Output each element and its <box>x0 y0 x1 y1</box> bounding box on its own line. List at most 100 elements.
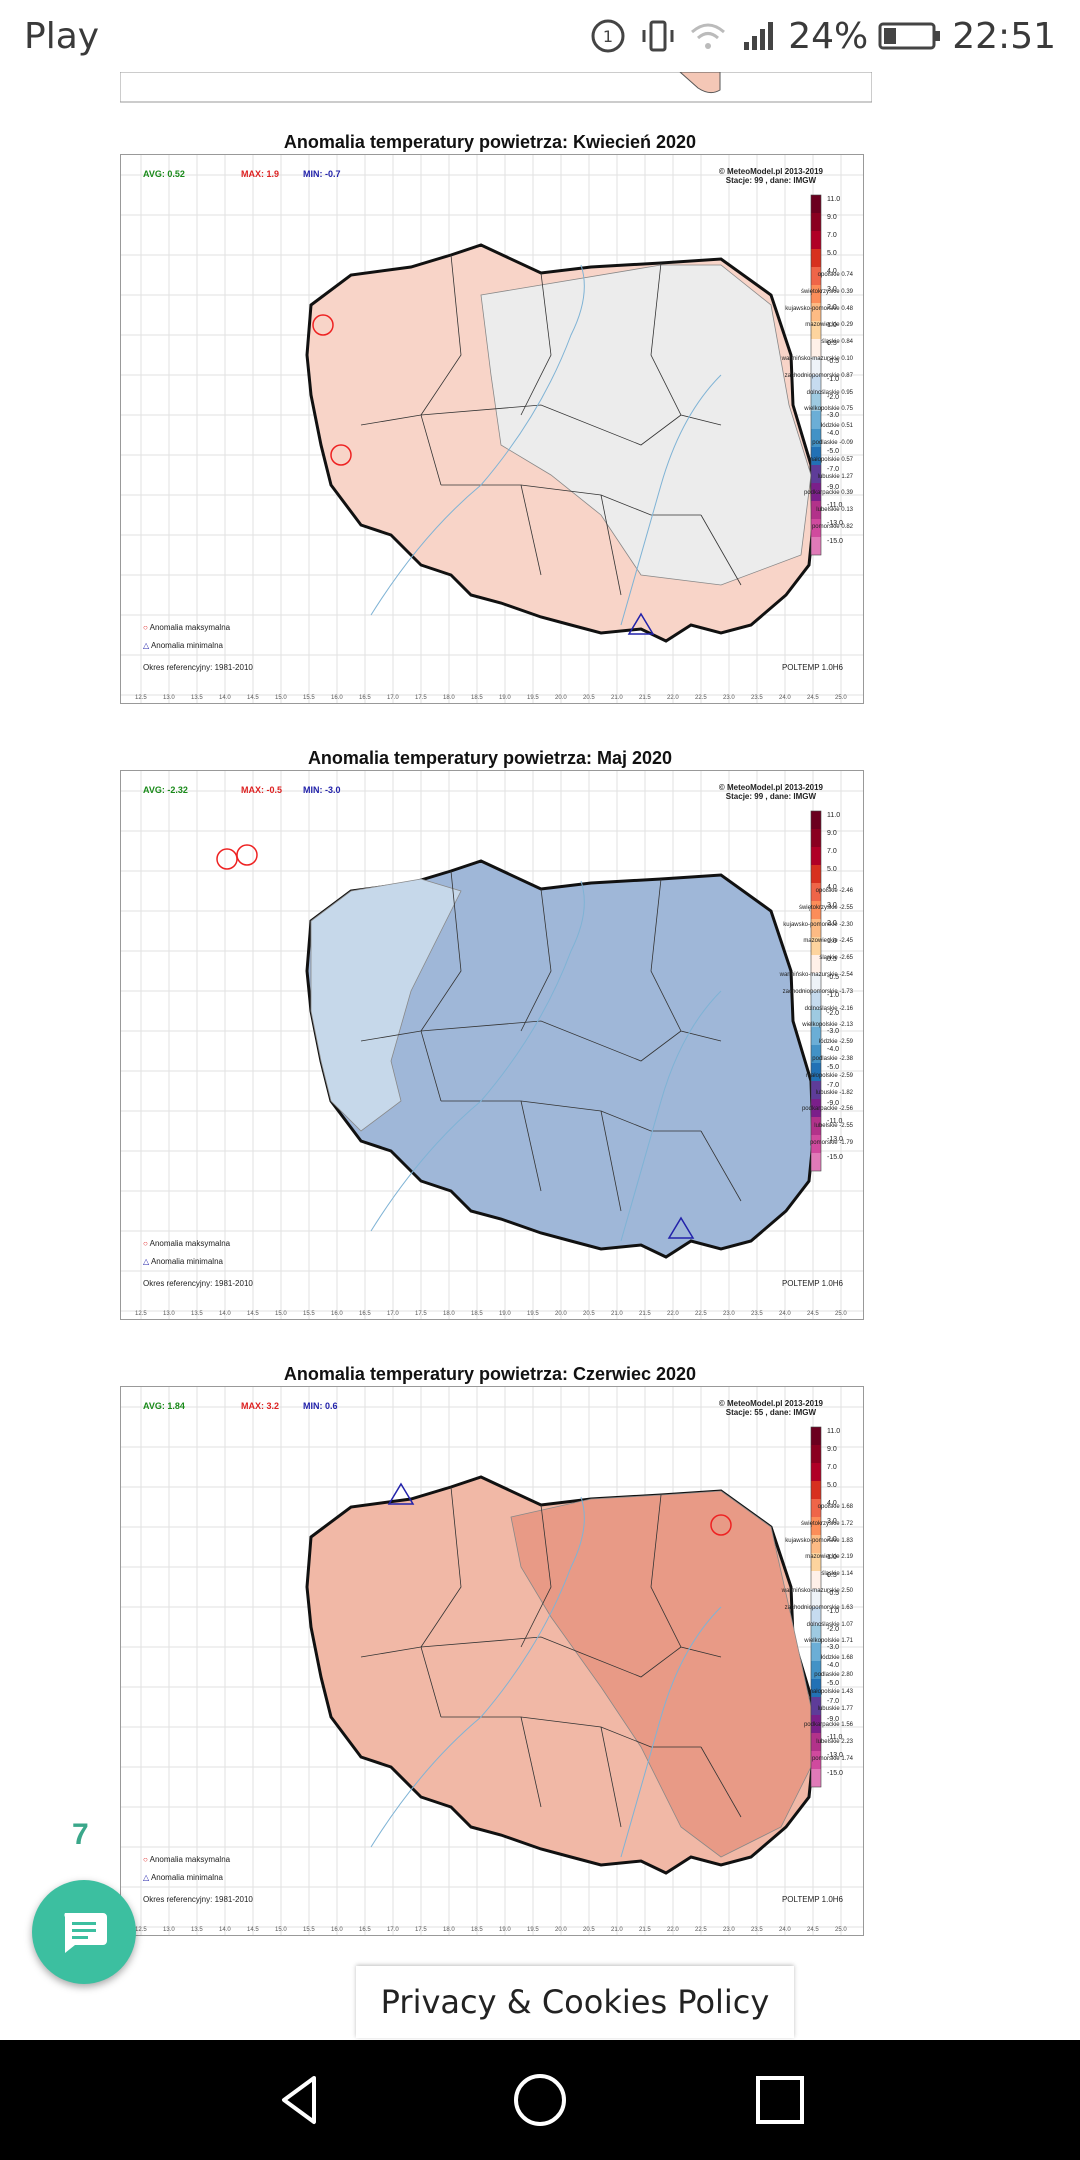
x-tick: 18.5 <box>471 1311 483 1317</box>
colorbar-tick: 2.0 <box>827 1536 837 1543</box>
x-tick: 22.5 <box>695 695 707 701</box>
colorbar-tick: -2.0 <box>827 394 839 401</box>
legend-min-label: Anomalia minimalna <box>150 1257 223 1266</box>
colorbar-tick: 9.0 <box>827 214 837 221</box>
copyright-text: © MeteoModel.pl 2013-2019 <box>718 1399 823 1408</box>
min-marker <box>387 1482 415 1505</box>
x-tick: 13.5 <box>191 1311 203 1317</box>
x-tick: 15.5 <box>303 1311 315 1317</box>
region-entry: mazowieckie 2.19 <box>805 1554 853 1561</box>
x-tick: 21.0 <box>611 695 623 701</box>
region-entry: podlaskie 2.80 <box>814 1671 853 1678</box>
region-entry: pomorskie -1.79 <box>809 1139 853 1146</box>
x-tick: 24.5 <box>807 695 819 701</box>
colorbar-tick: 0.5 <box>827 1572 837 1579</box>
region-entry: warmińsko-mazurskie -2.54 <box>779 971 853 978</box>
colorbar-tick: 3.0 <box>827 286 837 293</box>
map-grid: 11.0 9.0 7.0 5.0 4.0 3.0 2.0 1.0 0.5 -0.5 -1.0 -2.0… <box>121 1387 863 1935</box>
x-tick: 12.5 <box>135 695 147 701</box>
legend-min-label: Anomalia minimalna <box>150 1873 223 1882</box>
max-value: MAX: -0.5 <box>241 785 283 795</box>
clock: 22:51 <box>952 15 1056 57</box>
min-value: MIN: 0.6 <box>303 1401 338 1411</box>
region-entry: łódzkie 0.51 <box>820 423 853 430</box>
x-tick: 17.0 <box>387 1311 399 1317</box>
x-tick: 25.0 <box>835 1927 847 1933</box>
reference-period: Okres referencyjny: 1981-2010 <box>143 1895 253 1904</box>
recent-apps-icon[interactable] <box>750 2070 810 2130</box>
x-tick: 13.5 <box>191 695 203 701</box>
x-tick: 22.5 <box>695 1927 707 1933</box>
colorbar-tick: 5.0 <box>827 1482 837 1489</box>
legend-max: ○ Anomalia maksymalna <box>143 623 231 632</box>
x-tick: 13.0 <box>163 695 175 701</box>
x-tick: 14.0 <box>219 1311 231 1317</box>
region-entry: kujawsko-pomorskie 0.48 <box>785 305 853 312</box>
warm-region <box>310 878 462 1132</box>
x-tick: 24.5 <box>807 1927 819 1933</box>
colorbar-tick: -11.0 <box>827 1118 843 1125</box>
max-value: MAX: 3.2 <box>241 1401 280 1411</box>
x-tick: 18.0 <box>443 695 455 701</box>
colorbar-tick: -2.0 <box>827 1010 839 1017</box>
home-icon[interactable] <box>510 2070 570 2130</box>
min-marker <box>667 1216 695 1239</box>
region-entry: lubelskie 2.23 <box>816 1739 853 1746</box>
x-tick: 20.0 <box>555 1311 567 1317</box>
x-tick: 16.0 <box>331 695 343 701</box>
max-value: MAX: 1.9 <box>241 169 280 179</box>
x-tick: 16.5 <box>359 695 371 701</box>
copyright: © MeteoModel.pl 2013-2019 Stacje: 99 , da… <box>719 783 823 801</box>
chat-button[interactable] <box>32 1880 136 1984</box>
colorbar-tick: -2.0 <box>827 1626 839 1633</box>
colorbar-tick: 11.0 <box>827 812 840 819</box>
colorbar-tick: 7.0 <box>827 1464 837 1471</box>
colorbar-tick: -1.0 <box>827 1608 839 1615</box>
region-entry: świętokrzyskie 1.72 <box>800 1520 853 1527</box>
back-icon[interactable] <box>270 2070 330 2130</box>
x-tick: 24.0 <box>779 695 791 701</box>
colorbar-tick: -9.0 <box>827 484 839 491</box>
status-bar: Play 1 24% 22:51 <box>0 0 1080 72</box>
legend-min: △ Anomalia minimalna <box>143 641 223 650</box>
poltemp-label: POLTEMP 1.0H6 <box>781 1895 843 1904</box>
region-entry: warmińsko-mazurskie 2.50 <box>781 1587 853 1594</box>
x-tick: 22.5 <box>695 1311 707 1317</box>
x-tick: 12.5 <box>135 1311 147 1317</box>
colorbar-tick: -13.0 <box>827 1136 843 1143</box>
svg-text:1: 1 <box>603 27 613 46</box>
x-tick: 14.5 <box>247 695 259 701</box>
map-frame: 11.0 9.0 7.0 5.0 4.0 3.0 2.0 1.0 0.5 -0.5 -1.0 -2.0… <box>120 154 864 704</box>
max-marker <box>216 848 238 870</box>
colorbar-tick: -3.0 <box>827 1028 839 1035</box>
legend-min: △ Anomalia minimalna <box>143 1873 223 1882</box>
colorbar-tick: -15.0 <box>827 1770 843 1777</box>
region-list: opolskie -2.46 świętokrzyskie -2.55 kujaws… <box>780 883 853 1152</box>
avg-value: AVG: -2.32 <box>143 785 188 795</box>
comment-count: 7 <box>72 1818 89 1851</box>
colorbar-tick: -0.5 <box>827 974 839 981</box>
x-tick: 23.0 <box>723 695 735 701</box>
colorbar-tick: 9.0 <box>827 1446 837 1453</box>
colorbar-tick: 3.0 <box>827 902 837 909</box>
x-tick: 17.5 <box>415 1311 427 1317</box>
map-frame: 11.0 9.0 7.0 5.0 4.0 3.0 2.0 1.0 0.5 -0.5 -1.0 -2.0… <box>120 1386 864 1936</box>
min-value: MIN: -3.0 <box>303 785 341 795</box>
legend-max-label: Anomalia maksymalna <box>149 623 231 632</box>
region-entry: warmińsko-mazurskie 0.10 <box>781 355 853 362</box>
web-content[interactable]: Anomalia temperatury powietrza: Kwiecień… <box>0 72 1080 2040</box>
stations-text: Stacje: 55 , dane: IMGW <box>725 1408 817 1417</box>
avg-value: AVG: 1.84 <box>143 1401 185 1411</box>
region-entry: wielkopolskie 0.75 <box>804 406 853 413</box>
region-entry: lubuskie 1.77 <box>817 1705 853 1712</box>
map-may: Anomalia temperatury powietrza: Maj 2020… <box>110 748 870 1348</box>
max-marker <box>710 1514 732 1536</box>
max-marker <box>236 844 258 866</box>
colorbar-tick: -5.0 <box>827 1680 839 1687</box>
x-tick: 16.0 <box>331 1927 343 1933</box>
signal-icon <box>744 22 774 50</box>
colorbar-tick: -5.0 <box>827 1064 839 1071</box>
colorbar-tick: 4.0 <box>827 268 837 275</box>
privacy-policy-button[interactable]: Privacy & Cookies Policy <box>356 1966 794 2038</box>
min-value: MIN: -0.7 <box>303 169 341 179</box>
